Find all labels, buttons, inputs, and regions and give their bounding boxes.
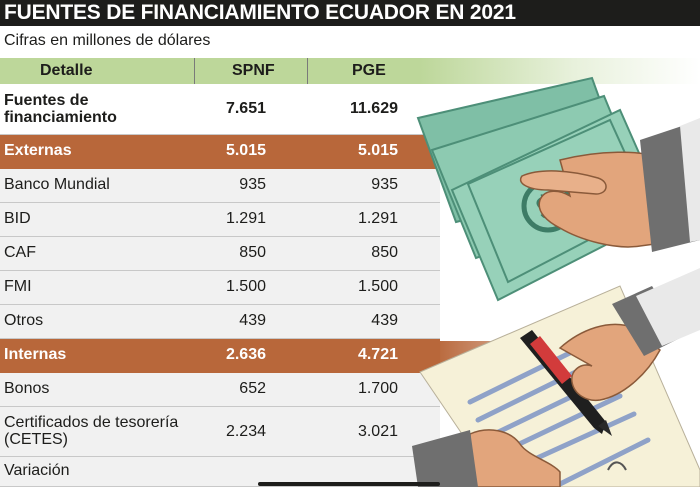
pge-value: 5.015 xyxy=(308,134,440,169)
table-row: Variación xyxy=(0,456,440,487)
table-row: FMI 1.500 1.500 xyxy=(0,270,440,305)
table-row: Fuentes de financiamiento 7.651 11.629 xyxy=(0,84,440,135)
hand-signing-document-icon xyxy=(412,268,700,487)
row-label: BID xyxy=(0,202,195,237)
pge-value: 1.291 xyxy=(308,202,440,237)
row-label: Certificados de tesorería (CETES) xyxy=(0,406,195,457)
table-row: Otros 439 439 xyxy=(0,304,440,339)
pge-value: 850 xyxy=(308,236,440,271)
pge-value: 935 xyxy=(308,168,440,203)
pge-value: 1.500 xyxy=(308,270,440,305)
section-row: Externas 5.015 5.015 xyxy=(0,134,440,169)
pge-value: 439 xyxy=(308,304,440,339)
spnf-value: 1.291 xyxy=(195,202,308,237)
financing-table: Fuentes de financiamiento 7.651 11.629 E… xyxy=(0,84,440,487)
spnf-value: 935 xyxy=(195,168,308,203)
row-label: Bonos xyxy=(0,372,195,407)
pge-value: 3.021 xyxy=(308,406,440,457)
row-label: Otros xyxy=(0,304,195,339)
row-label: Fuentes de financiamiento xyxy=(0,84,195,135)
row-label: Internas xyxy=(0,338,195,373)
spnf-value: 2.636 xyxy=(195,338,308,373)
row-label: Variación xyxy=(0,456,195,487)
spnf-value: 439 xyxy=(195,304,308,339)
svg-text:$: $ xyxy=(531,186,564,228)
spnf-value: 2.234 xyxy=(195,406,308,457)
row-label: FMI xyxy=(0,270,195,305)
table-row: CAF 850 850 xyxy=(0,236,440,271)
pge-value: 11.629 xyxy=(308,84,440,135)
spnf-value: 7.651 xyxy=(195,84,308,135)
subtitle: Cifras en millones de dólares xyxy=(4,32,211,49)
table-row: Certificados de tesorería (CETES) 2.234 … xyxy=(0,406,440,457)
table-row: Banco Mundial 935 935 xyxy=(0,168,440,203)
row-label: CAF xyxy=(0,236,195,271)
spnf-value: 652 xyxy=(195,372,308,407)
spnf-value xyxy=(195,456,308,487)
column-header-spnf: SPNF xyxy=(232,62,275,79)
scroll-indicator xyxy=(258,482,440,486)
page-title: FUENTES DE FINANCIAMIENTO ECUADOR EN 202… xyxy=(0,0,700,26)
section-row: Internas 2.636 4.721 xyxy=(0,338,440,373)
table-row: Bonos 652 1.700 xyxy=(0,372,440,407)
column-header-pge: PGE xyxy=(352,62,386,79)
table-row: BID 1.291 1.291 xyxy=(0,202,440,237)
row-label: Banco Mundial xyxy=(0,168,195,203)
spnf-value: 5.015 xyxy=(195,134,308,169)
spnf-value: 1.500 xyxy=(195,270,308,305)
pge-value: 1.700 xyxy=(308,372,440,407)
row-label: Externas xyxy=(0,134,195,169)
table-header: Detalle SPNF PGE xyxy=(0,58,700,84)
pge-value: 4.721 xyxy=(308,338,440,373)
column-header-detalle: Detalle xyxy=(40,62,93,79)
hand-holding-money-icon: $ xyxy=(416,76,700,302)
spnf-value: 850 xyxy=(195,236,308,271)
